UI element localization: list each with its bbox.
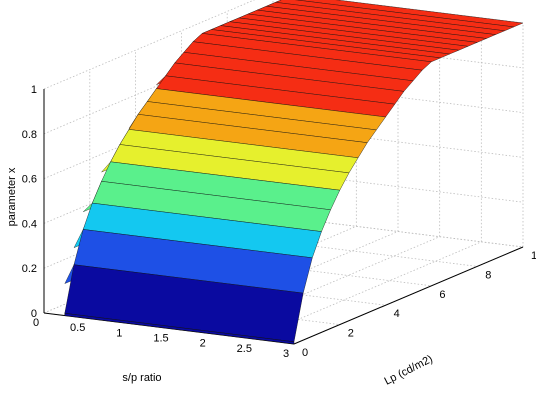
surface-front-face [64, 313, 295, 345]
x-tick-label: 2 [200, 338, 206, 350]
y-tick-label: 8 [485, 269, 491, 281]
y-tick-label: 6 [439, 289, 445, 301]
z-tick-label: 0.4 [22, 218, 37, 230]
x-tick-label: 2.5 [237, 343, 252, 355]
y-tick-label: 2 [348, 328, 354, 340]
y-axis-label: Lp (cd/m2) [382, 353, 434, 388]
grid-line-x-floor [127, 225, 357, 324]
x-tick-label: 3 [283, 348, 289, 360]
y-tick-label: 10 [531, 250, 536, 262]
y-tick-label: 0 [302, 347, 308, 359]
grid-line-x-floor [168, 231, 399, 329]
z-tick-label: 1 [31, 84, 37, 96]
surface-mesh [64, 0, 524, 345]
y-tick-label: 4 [394, 308, 400, 320]
z-tick-label: 0 [31, 308, 37, 320]
x-tick-label: 0 [33, 317, 39, 329]
x-axis-label: s/p ratio [122, 372, 161, 384]
grid-line-x-floor [252, 241, 482, 340]
x-tick-label: 1.5 [153, 333, 168, 345]
z-tick-label: 0.8 [22, 129, 37, 141]
z-tick-label: 0.6 [22, 174, 37, 186]
x-tick-label: 1 [116, 327, 122, 339]
z-axis-label: parameter x [6, 167, 18, 226]
grid-line-x-floor [210, 236, 440, 335]
z-tick-label: 0.2 [22, 263, 37, 275]
x-tick-label: 0.5 [70, 322, 85, 334]
axis-line [293, 246, 524, 345]
